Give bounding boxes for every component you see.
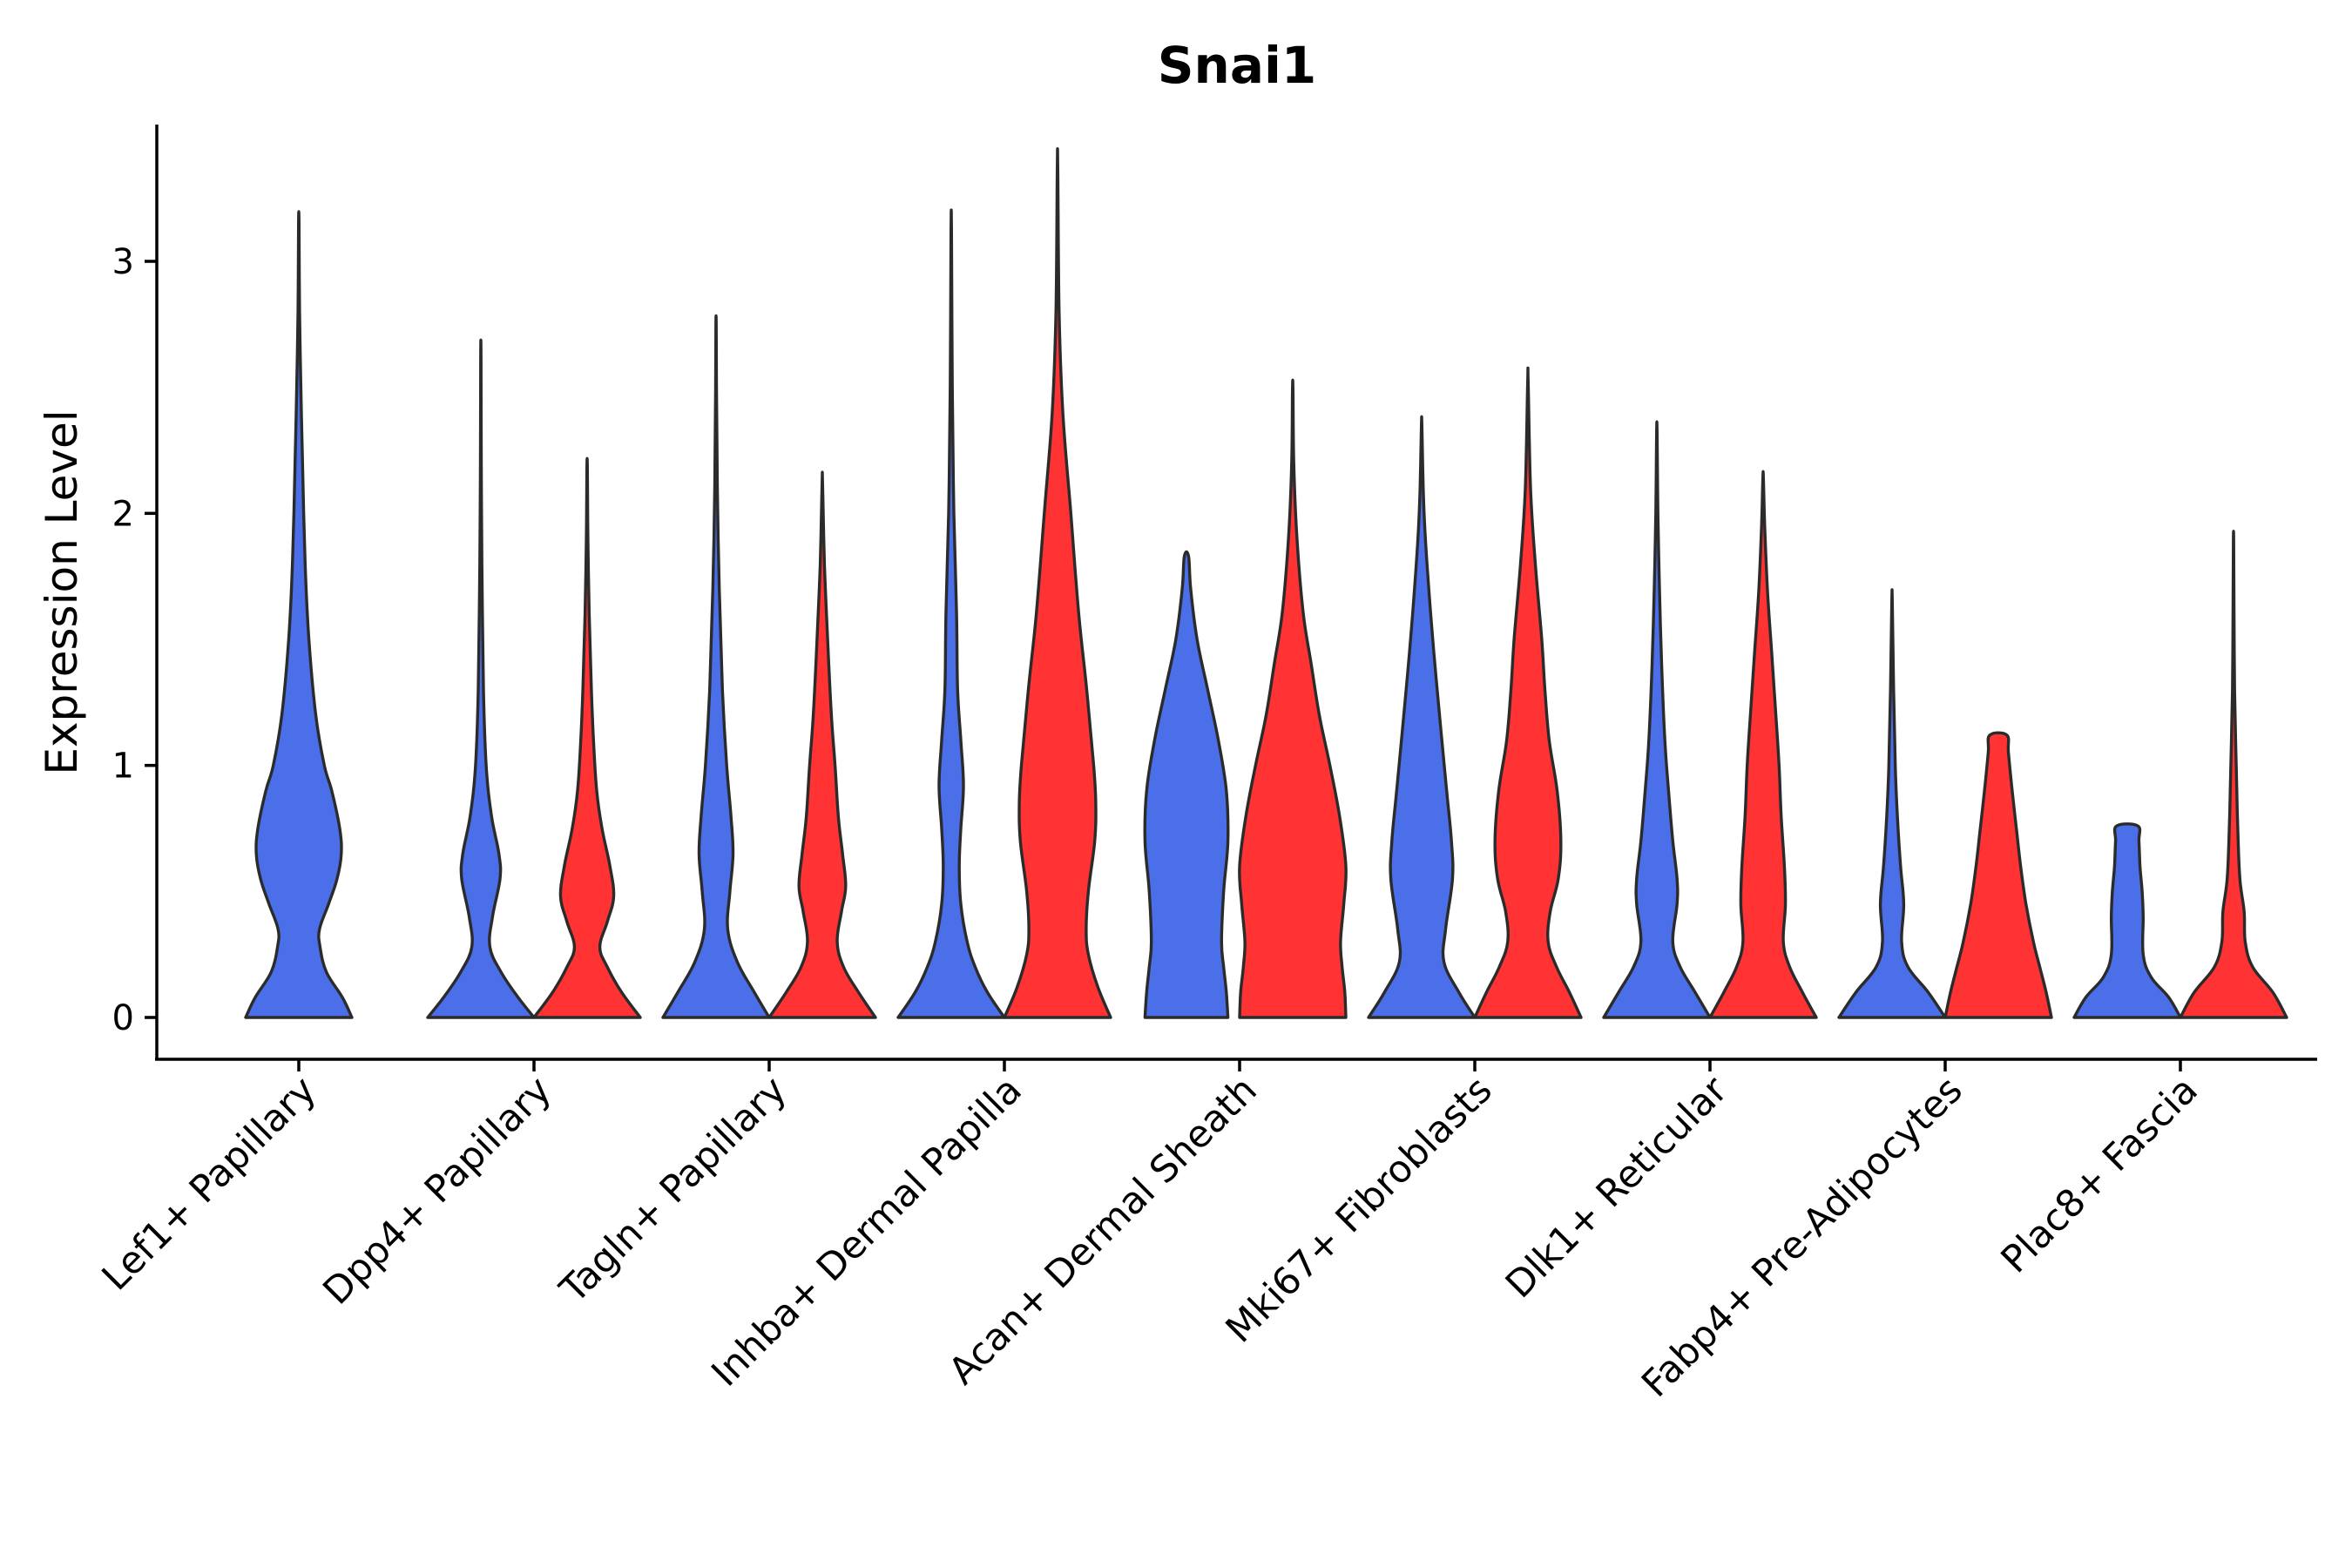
- x-tick-label-1: Lef1+ Papillary: [94, 1068, 325, 1299]
- y-tick-label-3: 3: [112, 242, 134, 282]
- x-tick-label-2: Dpp4+ Papillary: [315, 1068, 560, 1313]
- y-axis-label: Expression Level: [37, 409, 87, 774]
- violin-3-group-2: [767, 470, 877, 1019]
- violin-8-group-1: [1837, 588, 1947, 1019]
- violin-2-group-1: [426, 338, 536, 1019]
- violin-9-group-1: [2072, 822, 2182, 1019]
- violin-7-group-2: [1708, 470, 1818, 1019]
- violin-1-group-1: [244, 210, 354, 1019]
- violin-layer: [244, 147, 2288, 1019]
- violin-6-group-1: [1367, 415, 1477, 1019]
- violin-2-group-2: [532, 456, 642, 1019]
- violin-4-group-2: [1003, 147, 1112, 1019]
- y-tick-label-2: 2: [112, 494, 134, 534]
- violin-6-group-2: [1473, 366, 1583, 1019]
- violin-5-group-1: [1143, 550, 1230, 1019]
- violin-5-group-2: [1238, 378, 1348, 1019]
- y-tick-label-0: 0: [112, 998, 134, 1038]
- violin-9-group-2: [2179, 530, 2288, 1019]
- y-tick-label-1: 1: [112, 747, 134, 787]
- chart-title: Snai1: [1158, 36, 1316, 95]
- x-tick-label-3: Tagln+ Papillary: [551, 1068, 795, 1312]
- violin-7-group-1: [1602, 420, 1712, 1019]
- y-axis-ticks: 0 1 2 3: [112, 242, 157, 1038]
- x-tick-label-7: Dlk1+ Reticular: [1497, 1068, 1736, 1307]
- x-tick-label-6: Mki67+ Fibroblasts: [1218, 1068, 1501, 1351]
- violin-4-group-1: [896, 208, 1006, 1019]
- violin-8-group-2: [1943, 731, 2053, 1019]
- violin-3-group-1: [661, 314, 771, 1019]
- x-tick-label-9: Plac8+ Fascia: [1993, 1068, 2207, 1281]
